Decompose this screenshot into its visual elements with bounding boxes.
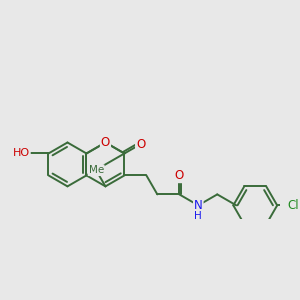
Text: Me: Me bbox=[88, 165, 104, 175]
Text: N: N bbox=[194, 199, 203, 212]
Text: H: H bbox=[194, 211, 202, 221]
Text: Cl: Cl bbox=[288, 199, 299, 212]
Text: HO: HO bbox=[13, 148, 30, 158]
Text: O: O bbox=[136, 138, 145, 151]
Text: O: O bbox=[101, 136, 110, 149]
Text: O: O bbox=[175, 169, 184, 182]
